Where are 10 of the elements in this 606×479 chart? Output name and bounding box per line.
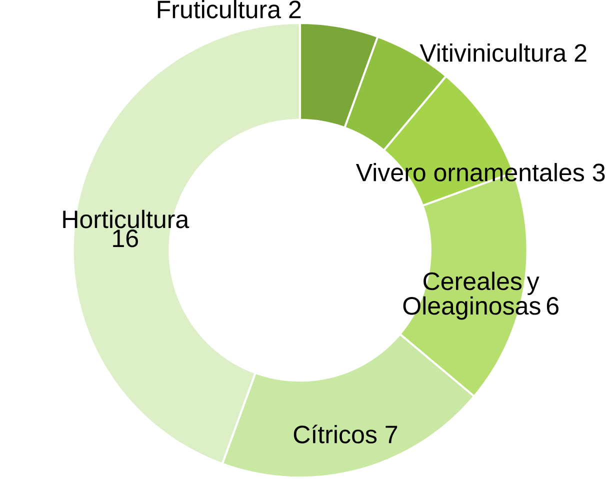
data-label: 6 <box>546 297 558 316</box>
data-label: 3 <box>592 164 605 182</box>
slice-label: Fruticultura <box>158 0 282 19</box>
slice-label: Cítricos <box>294 424 377 444</box>
data-label: 16 <box>113 230 138 248</box>
data-label: 2 <box>574 44 586 62</box>
slice-label: Horticultura <box>63 210 190 228</box>
data-label: 7 <box>386 426 398 444</box>
slice-label: Vitivinicultura <box>420 44 567 62</box>
data-label: 2 <box>289 0 301 18</box>
